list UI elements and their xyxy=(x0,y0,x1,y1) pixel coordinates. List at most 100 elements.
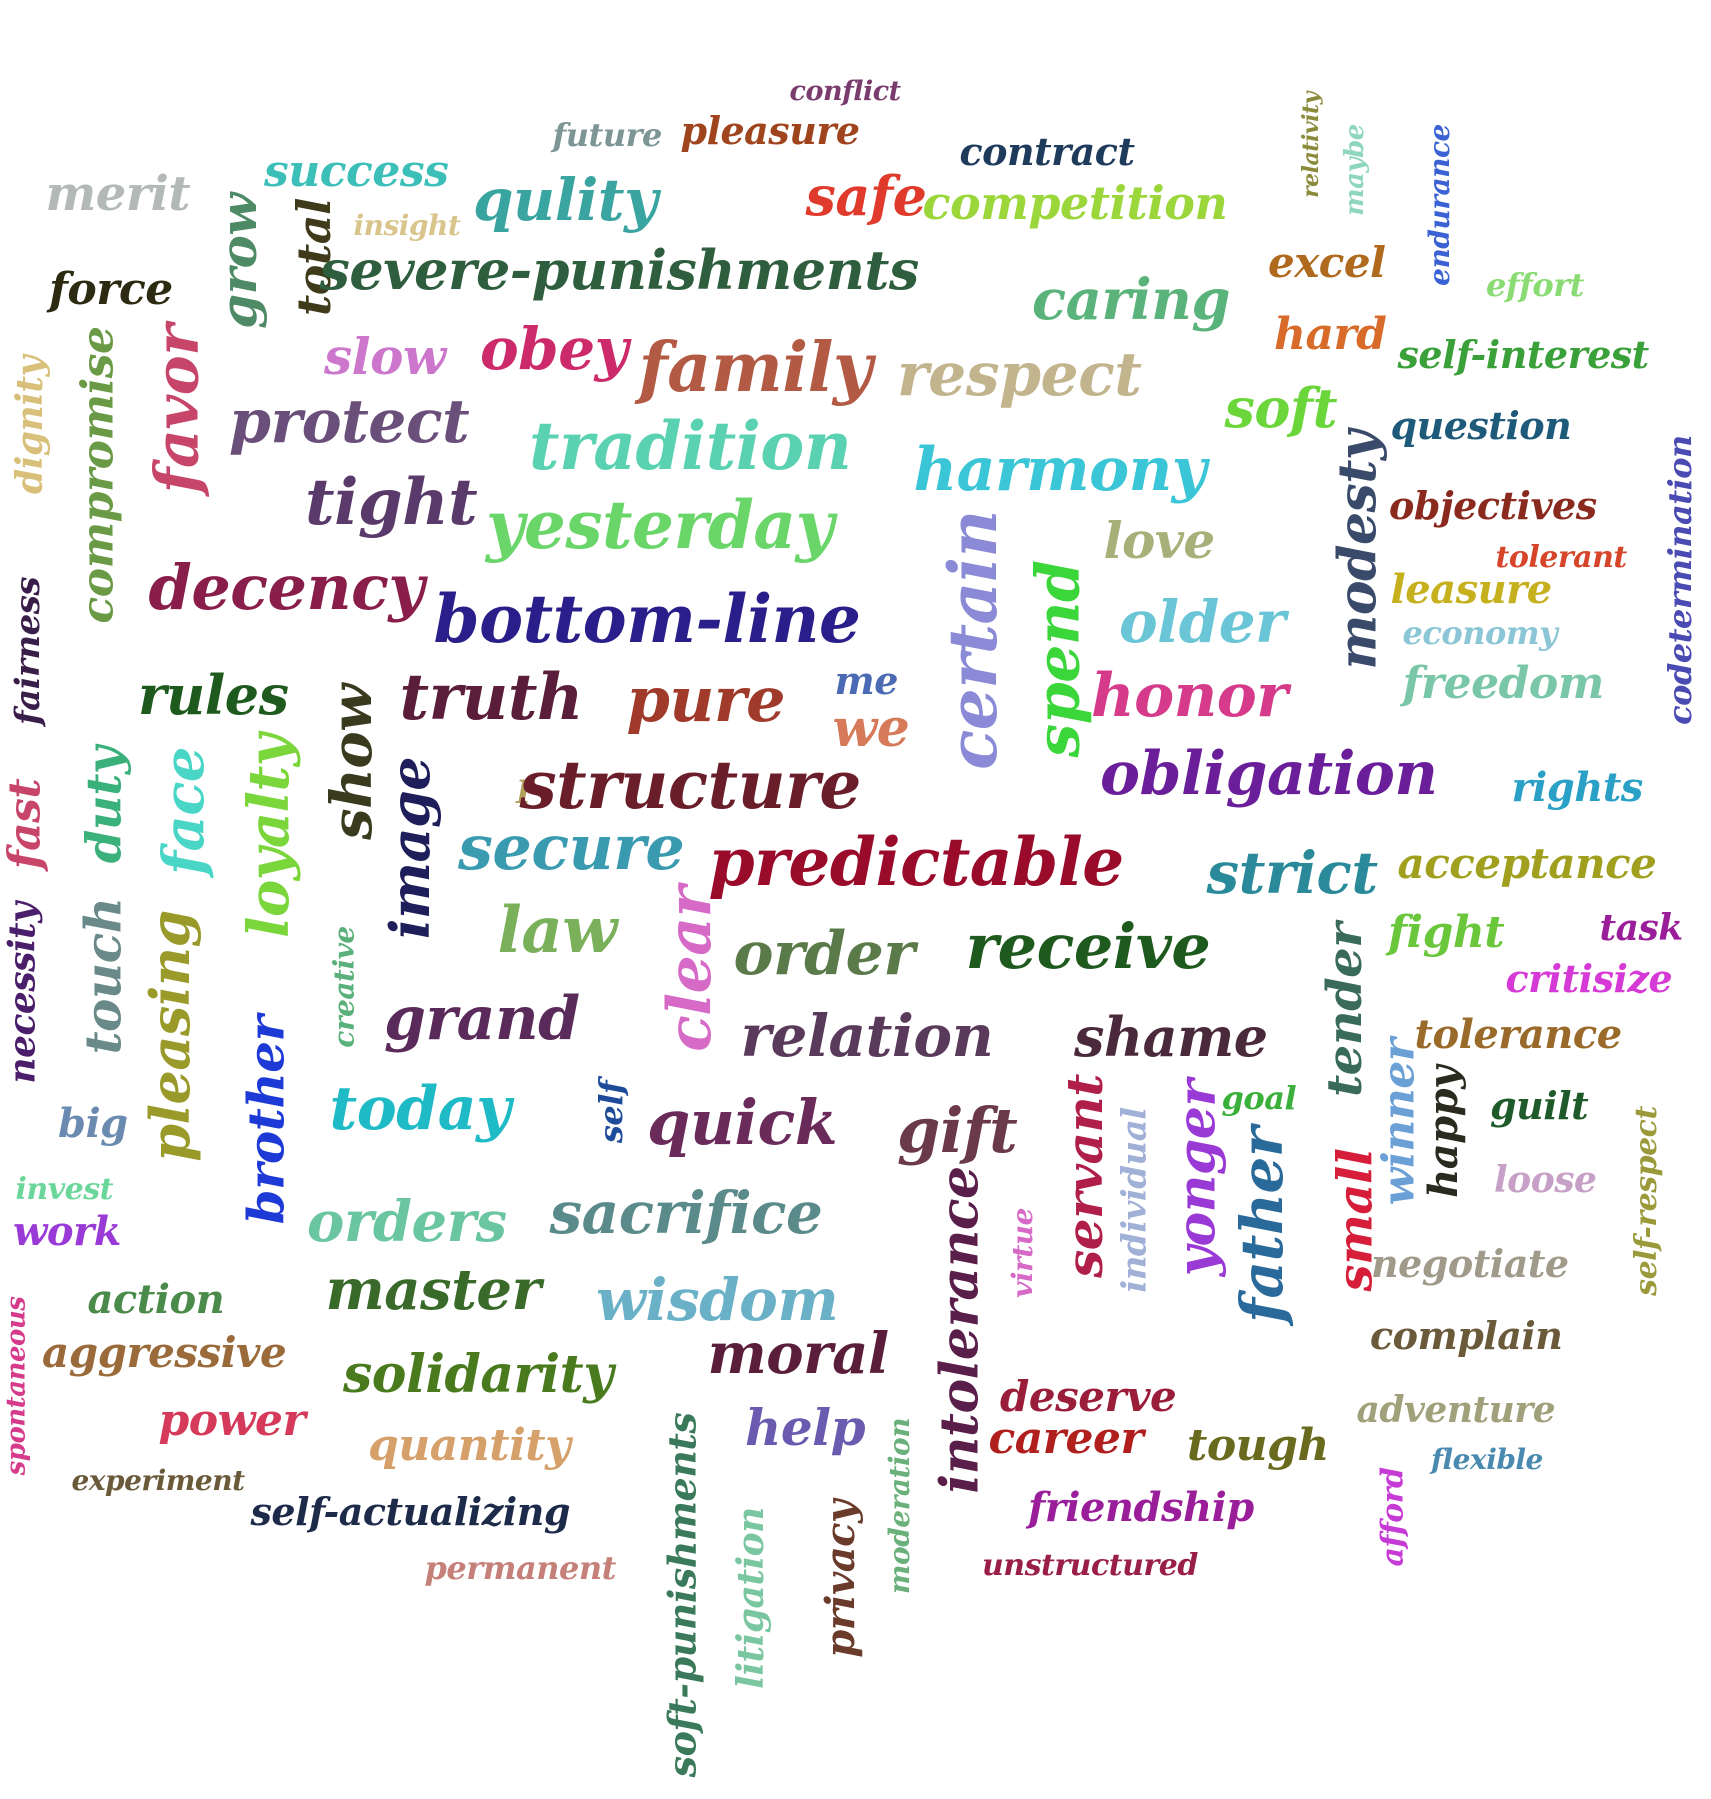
word-moderation: moderation xyxy=(883,1417,917,1595)
word-excel: excel xyxy=(1268,238,1386,287)
word-rights: rights xyxy=(1511,764,1644,811)
word-negotiate: negotiate xyxy=(1371,1241,1569,1286)
word-dignity: dignity xyxy=(8,356,51,494)
word-intolerance: intolerance xyxy=(929,1166,991,1494)
word-quick: quick xyxy=(647,1086,838,1159)
word-tight: tight xyxy=(305,465,478,540)
word-harmony: harmony xyxy=(913,435,1207,505)
word-winner: winner xyxy=(1372,1038,1424,1206)
word-merit: merit xyxy=(45,166,191,222)
word-flexible: flexible xyxy=(1431,1443,1543,1476)
word-qulity: qulity xyxy=(473,166,658,234)
word-shame: shame xyxy=(1074,1005,1268,1069)
word-pleasing: pleasing xyxy=(137,910,202,1162)
word-obligation: obligation xyxy=(1100,739,1438,809)
word-yesterday: yesterday xyxy=(486,486,834,564)
word-spontaneous: spontaneous xyxy=(0,1296,31,1476)
word-conflict: conflict xyxy=(789,75,902,107)
word-tough: tough xyxy=(1187,1420,1329,1471)
word-endurance: endurance xyxy=(1422,124,1456,286)
word-grand: grand xyxy=(384,984,580,1054)
word-loyalty: loyalty xyxy=(235,734,302,938)
word-tolerant: tolerant xyxy=(1495,540,1628,575)
word-aggressive: aggressive xyxy=(42,1328,287,1377)
word-self: self xyxy=(592,1080,631,1144)
word-duty: duty xyxy=(75,746,132,864)
word-structure: structure xyxy=(519,746,862,824)
word-wisdom: wisdom xyxy=(596,1266,839,1334)
word-father: father xyxy=(1227,1127,1296,1323)
word-fairness: fairness xyxy=(8,576,49,726)
word-quantity: quantity xyxy=(368,1420,571,1471)
word-career: career xyxy=(988,1413,1144,1464)
word-privacy: privacy xyxy=(816,1500,864,1658)
word-self-interest: self-interest xyxy=(1397,332,1650,377)
word-task: task xyxy=(1599,907,1684,949)
word-orders: orders xyxy=(307,1189,507,1255)
word-modesty: modesty xyxy=(1327,430,1389,670)
word-contract: contract xyxy=(959,129,1136,174)
word-solidarity: solidarity xyxy=(343,1344,613,1405)
word-predictable: predictable xyxy=(708,823,1125,901)
word-certain: certain xyxy=(933,510,1012,770)
word-protect: protect xyxy=(229,387,470,457)
word-today: today xyxy=(329,1074,511,1144)
word-acceptance: acceptance xyxy=(1397,839,1657,888)
word-virtue: virtue xyxy=(1005,1208,1039,1298)
word-sacrifice: sacrifice xyxy=(549,1179,823,1247)
word-self-respect: self-respect xyxy=(1628,1106,1664,1296)
word-face: face xyxy=(151,746,218,876)
word-litigation: litigation xyxy=(729,1507,772,1689)
word-love: love xyxy=(1103,511,1216,570)
word-objectives: objectives xyxy=(1389,483,1597,528)
word-brother: brother xyxy=(235,1015,295,1225)
word-leasure: leasure xyxy=(1390,566,1553,613)
word-image: image xyxy=(378,756,443,940)
word-compromise: compromise xyxy=(72,326,124,624)
word-big: big xyxy=(58,1100,128,1147)
word-grow: grow xyxy=(208,193,268,329)
word-tradition: tradition xyxy=(529,407,852,485)
word-relativity: relativity xyxy=(1297,92,1324,198)
word-invest: invest xyxy=(15,1172,114,1207)
word-we: we xyxy=(832,698,910,759)
word-show: show xyxy=(318,684,385,840)
word-adventure: adventure xyxy=(1356,1389,1556,1431)
word-secure: secure xyxy=(458,811,685,884)
word-force: force xyxy=(49,264,173,315)
word-family: family xyxy=(638,328,873,408)
word-yonger: yonger xyxy=(1165,1079,1227,1277)
word-fast: fast xyxy=(0,778,50,870)
word-power: power xyxy=(158,1395,306,1446)
word-guilt: guilt xyxy=(1490,1083,1589,1128)
word-strict: strict xyxy=(1206,839,1379,907)
word-happy: happy xyxy=(1419,1066,1467,1198)
word-tolerance: tolerance xyxy=(1414,1011,1623,1058)
word-afford: afford xyxy=(1375,1467,1411,1567)
word-help: help xyxy=(745,1398,866,1457)
word-decency: decency xyxy=(148,551,425,624)
word-severe-punishments: severe-punishments xyxy=(319,238,920,302)
word-safe: safe xyxy=(805,164,927,228)
word-action: action xyxy=(87,1276,225,1323)
word-master: master xyxy=(325,1257,542,1323)
word-fight: fight xyxy=(1388,907,1505,958)
word-respect: respect xyxy=(897,340,1142,410)
word-experiment: experiment xyxy=(71,1464,246,1497)
word-maybe: maybe xyxy=(1339,124,1370,216)
word-work: work xyxy=(13,1208,121,1255)
word-necessity: necessity xyxy=(1,902,44,1084)
word-codetermination: codetermination xyxy=(1660,435,1699,725)
word-clear: clear xyxy=(654,886,725,1052)
word-self-actualizing: self-actualizing xyxy=(250,1489,571,1534)
word-soft-punishments: soft-punishments xyxy=(658,1412,704,1778)
word-honor: honor xyxy=(1091,661,1288,731)
word-individual: individual xyxy=(1114,1107,1155,1293)
word-goal: goal xyxy=(1221,1079,1297,1117)
word-question: question xyxy=(1390,403,1572,448)
word-pure: pure xyxy=(626,663,786,736)
word-deserve: deserve xyxy=(1000,1372,1177,1421)
word-law: law xyxy=(497,893,618,968)
word-friendship: friendship xyxy=(1028,1484,1254,1531)
word-bottom-line: bottom-line xyxy=(433,580,862,658)
